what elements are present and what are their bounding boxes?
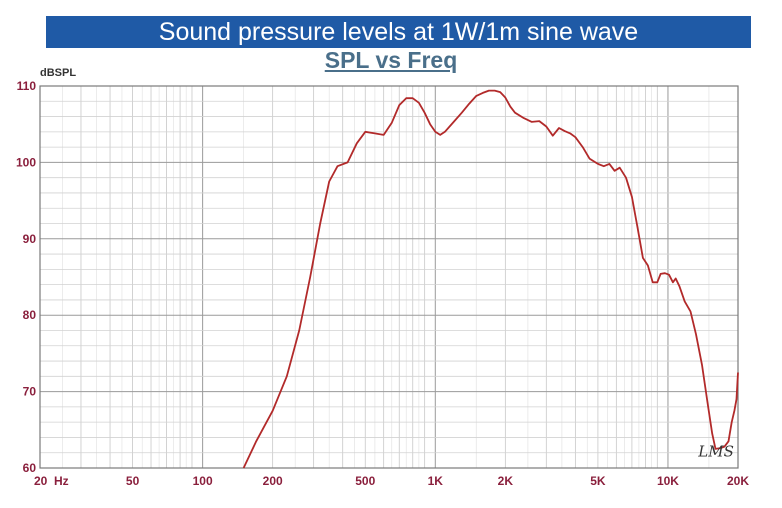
y-tick-label: 70 (23, 385, 37, 399)
y-tick-label: 60 (23, 461, 37, 475)
series-group (242, 89, 739, 469)
x-tick-labels: 20 Hz 50 100 200 500 1K 2K 5K 10K 20K (34, 474, 749, 488)
x-tick-label: 500 (355, 474, 375, 488)
chart-title: SPL vs Freq (324, 47, 458, 73)
chart-grid (39, 85, 739, 469)
x-tick-label: 50 (126, 474, 140, 488)
x-tick-label: 100 (193, 474, 213, 488)
y-tick-label: 90 (23, 232, 37, 246)
x-tick-label: 1K (428, 474, 444, 488)
spl-curve (242, 89, 739, 469)
x-tick-label: 5K (590, 474, 606, 488)
x-tick-label: 2K (498, 474, 514, 488)
y-tick-label: 110 (17, 79, 37, 93)
x-tick-label: 20K (727, 474, 749, 488)
y-tick-label: 80 (23, 308, 37, 322)
chart-banner-title: Sound pressure levels at 1W/1m sine wave (46, 16, 751, 48)
y-tick-labels: 60 70 80 90 100 110 (16, 79, 36, 475)
y-axis-label: dBSPL (40, 67, 76, 79)
x-tick-label: 10K (657, 474, 679, 488)
lms-logo-mark: LMS (697, 443, 734, 461)
x-tick-label: 20 Hz (34, 474, 69, 488)
plot-frame (39, 85, 739, 469)
y-tick-label: 100 (16, 155, 36, 169)
x-tick-label: 200 (263, 474, 283, 488)
